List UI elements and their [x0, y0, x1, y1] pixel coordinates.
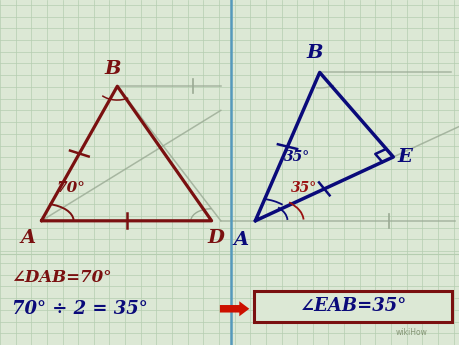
- FancyBboxPatch shape: [254, 291, 451, 322]
- Text: wikiHow: wikiHow: [395, 328, 427, 337]
- Text: A: A: [234, 231, 248, 249]
- Text: 70°: 70°: [57, 181, 85, 195]
- Text: A: A: [20, 229, 35, 247]
- Text: 35°: 35°: [290, 181, 316, 195]
- Text: 35°: 35°: [283, 150, 309, 164]
- Text: D: D: [207, 229, 224, 247]
- Text: 70° ÷ 2 = 35°: 70° ÷ 2 = 35°: [11, 300, 147, 318]
- Text: B: B: [104, 60, 121, 78]
- Text: E: E: [397, 148, 411, 166]
- Text: ∠EAB=35°: ∠EAB=35°: [299, 297, 406, 315]
- Text: ∠DAB=70°: ∠DAB=70°: [11, 269, 112, 286]
- Text: B: B: [306, 45, 323, 62]
